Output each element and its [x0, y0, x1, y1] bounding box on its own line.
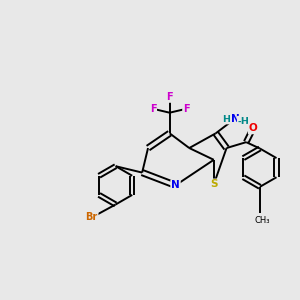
- Text: N: N: [171, 180, 180, 190]
- Text: O: O: [249, 123, 257, 134]
- Text: Br: Br: [85, 212, 98, 222]
- Text: H: H: [223, 115, 231, 124]
- Text: S: S: [210, 179, 218, 189]
- Text: N: N: [231, 114, 240, 124]
- Text: F: F: [166, 92, 173, 102]
- Text: F: F: [150, 104, 156, 114]
- Text: F: F: [183, 104, 190, 114]
- Text: -H: -H: [238, 117, 250, 126]
- Text: CH₃: CH₃: [254, 216, 270, 225]
